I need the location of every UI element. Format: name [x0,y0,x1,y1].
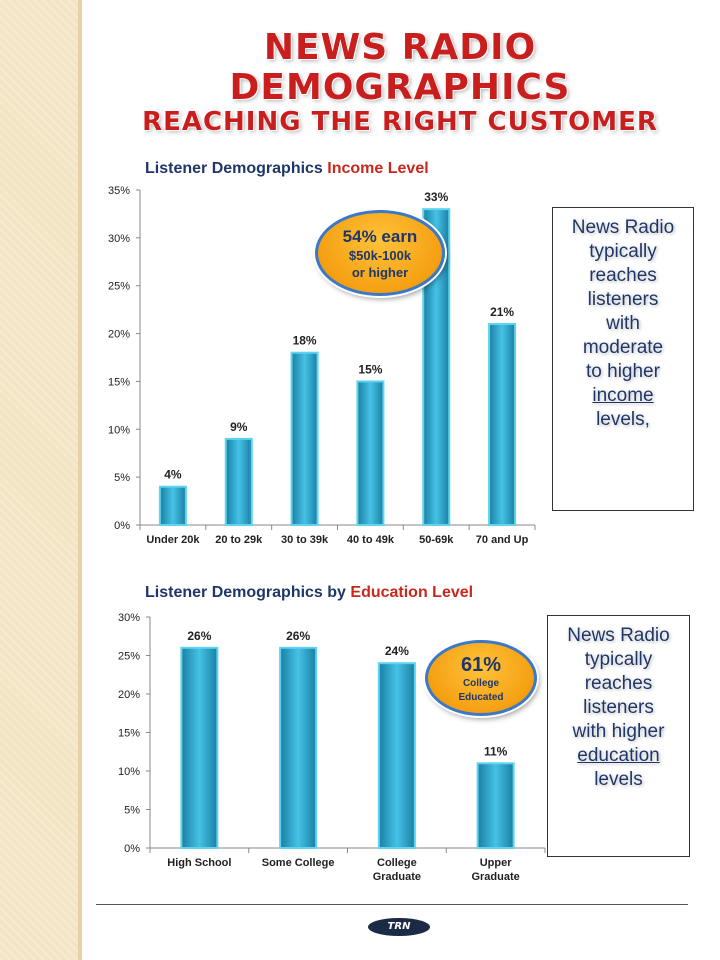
page-title: NEWS RADIO DEMOGRAPHICS REACHING THE RIG… [100,27,700,137]
income-category-label: 20 to 29k [215,534,263,546]
education-category-label: Graduate [471,871,519,883]
education-category-label: Graduate [373,871,421,883]
income-data-label: 9% [230,420,248,434]
income-y-tick-label: 10% [108,424,130,436]
education-y-tick-label: 15% [118,728,140,740]
education-badge-line-1: 61% [460,654,502,676]
income-callout-line: typically [589,241,657,262]
income-callout-line: listeners [587,289,659,310]
decorative-left-strip [0,0,80,960]
education-y-tick-label: 10% [118,766,140,778]
income-subtitle-prefix: Listener Demographics [145,160,328,177]
income-y-tick-label: 0% [114,520,130,532]
income-highlight-badge: 54% earn $50k-100k or higher [315,210,445,296]
income-callout-line: News Radio [571,217,675,238]
education-y-tick-label: 20% [118,689,140,701]
education-subtitle-prefix: Listener Demographics by [145,584,351,601]
title-line-1: NEWS RADIO DEMOGRAPHICS [229,27,571,108]
trn-logo: TRN [368,918,430,936]
income-category-label: 30 to 39k [281,534,329,546]
income-data-label: 33% [424,190,448,204]
education-callout-line: News Radio [567,625,670,646]
education-category-label: College [377,857,417,869]
education-y-tick-label: 25% [118,651,140,663]
income-category-label: Under 20k [146,534,200,546]
income-callout-line: with [606,313,640,334]
income-subtitle-accent: Income Level [327,160,429,177]
education-callout-line: with higher [572,721,665,742]
education-bar [180,646,219,849]
income-data-label: 4% [164,468,182,482]
education-subtitle-accent: Education Level [350,584,474,601]
education-data-label: 26% [187,629,211,643]
income-data-label: 18% [293,334,317,348]
decorative-strip-edge [78,0,82,960]
education-y-tick-label: 30% [118,612,140,624]
income-callout-line: reaches [589,265,657,286]
income-category-label: 70 and Up [476,534,529,546]
income-y-tick-label: 30% [108,233,130,245]
footer-divider [96,904,688,905]
income-y-tick-label: 20% [108,329,130,341]
income-callout-line: levels, [596,409,650,430]
education-callout-line: listeners [583,697,654,718]
income-bar [356,380,385,526]
income-y-tick-label: 15% [108,376,130,388]
education-callout-line: reaches [584,673,653,694]
income-chart-subtitle: Listener Demographics Income Level [145,160,429,178]
education-callout: News Radio typically reaches listeners with … [547,615,690,857]
income-callout-text: News Radio typically reaches listeners with m… [559,216,687,432]
education-bar [377,662,416,850]
education-y-tick-label: 5% [124,805,140,817]
education-callout-line: levels [594,769,643,790]
education-chart-subtitle: Listener Demographics by Education Level [145,584,473,602]
income-badge-line-1: 54% earn [342,227,418,246]
income-callout-line: moderate [582,337,664,358]
education-category-label: High School [167,857,231,869]
education-badge-line-3: Educated [458,692,504,703]
income-category-label: 50-69k [419,534,454,546]
income-callout: News Radio typically reaches listeners with m… [552,207,694,511]
education-callout-line: typically [584,649,653,670]
education-bar [279,646,318,849]
income-bar [224,437,253,527]
education-badge-line-2: College [462,678,500,689]
education-data-label: 26% [286,629,310,643]
income-category-label: 40 to 49k [347,534,395,546]
education-callout-line: education [577,745,660,766]
education-callout-text: News Radio typically reaches listeners with … [554,624,683,792]
education-data-label: 24% [385,644,409,658]
income-bar [290,351,319,527]
education-category-label: Some College [262,857,335,869]
income-bar [488,323,517,526]
education-y-tick-label: 0% [124,843,140,855]
title-line-2: REACHING THE RIGHT CUSTOMER [142,107,658,137]
income-badge-line-3: or higher [351,265,409,280]
education-category-label: Upper [480,857,513,869]
income-data-label: 21% [490,305,514,319]
income-badge-line-2: $50k-100k [348,248,412,263]
education-highlight-badge: 61% College Educated [425,640,537,716]
income-callout-line: income [592,385,654,406]
income-bar [158,485,187,527]
education-data-label: 11% [484,744,508,758]
income-y-tick-label: 25% [108,281,130,293]
education-bar [476,762,515,849]
income-y-tick-label: 35% [108,185,130,197]
income-data-label: 15% [358,362,382,376]
income-y-tick-label: 5% [114,472,130,484]
income-callout-line: to higher [586,361,660,382]
